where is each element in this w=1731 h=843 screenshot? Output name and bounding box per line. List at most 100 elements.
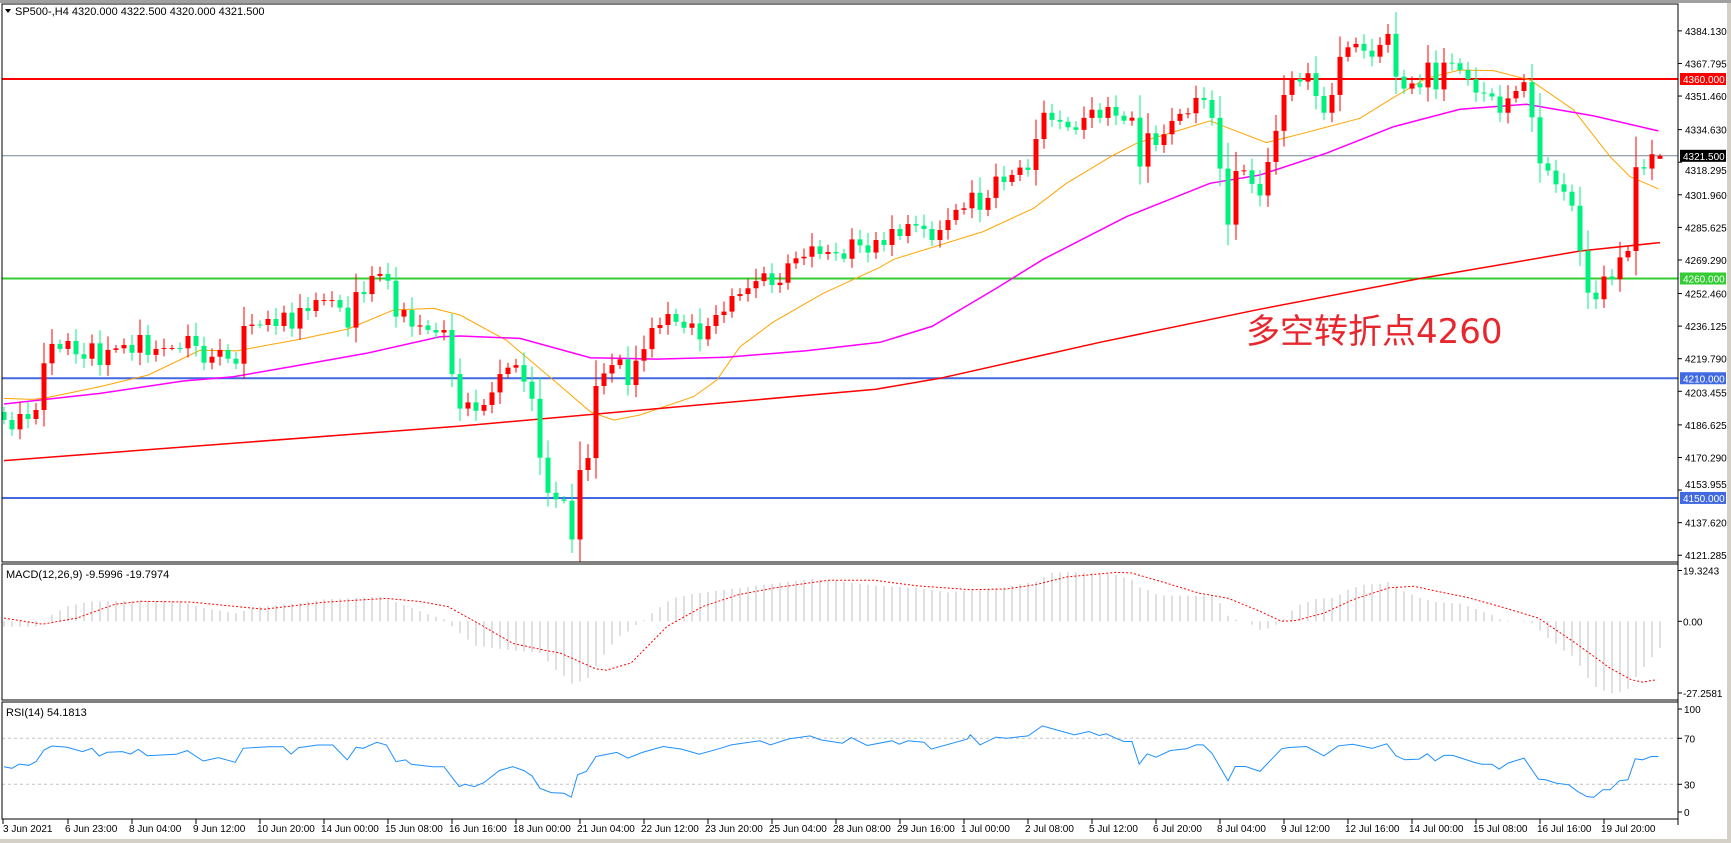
time-tick-label: 8 Jul 04:00: [1217, 824, 1266, 835]
candle: [289, 302, 295, 337]
candle-body: [721, 311, 727, 316]
candle-body: [1545, 163, 1551, 171]
candle-body: [849, 239, 855, 259]
candle-body: [97, 343, 103, 366]
candle: [305, 296, 311, 320]
candle: [1361, 34, 1367, 59]
price-tag-bg: [1680, 73, 1726, 85]
candle-body: [881, 239, 887, 245]
time-axis[interactable]: 3 Jun 2021 6 Jun 23:00 8 Jun 04:00 9 Jun 12…: [2, 819, 1656, 835]
candle-body: [1217, 117, 1223, 169]
time-tick-label: 14 Jul 00:00: [1409, 824, 1464, 835]
candle: [521, 352, 527, 392]
time-tick-label: 15 Jun 08:00: [385, 824, 443, 835]
candle: [201, 336, 207, 371]
candle-body: [1521, 82, 1527, 91]
time-tick-label: 19 Jul 20:00: [1601, 824, 1656, 835]
candle: [1353, 37, 1359, 53]
candle: [73, 329, 79, 364]
candle: [489, 382, 495, 414]
candle-body: [1273, 130, 1279, 162]
price-tick-label: 4367.795: [1685, 59, 1727, 70]
triangle-down-icon[interactable]: [5, 9, 11, 13]
candle-body: [1425, 62, 1431, 88]
candle-body: [977, 192, 983, 210]
candle-body: [1289, 79, 1295, 95]
candle: [881, 231, 887, 252]
candle-body: [945, 220, 951, 231]
candle: [585, 444, 591, 482]
price-tick-label: 4186.625: [1685, 421, 1727, 432]
candle-body: [665, 314, 671, 325]
price-tick-label: 4285.625: [1685, 223, 1727, 234]
candle: [801, 248, 807, 265]
candle-body: [145, 334, 151, 355]
candle: [1473, 67, 1479, 102]
candle: [1401, 70, 1407, 94]
candle-body: [801, 256, 807, 259]
candle: [1217, 96, 1223, 187]
candle: [705, 317, 711, 346]
candle: [113, 344, 119, 353]
rsi-pane[interactable]: RSI(14) 54.1813: [2, 707, 1678, 798]
candle: [1209, 90, 1215, 126]
candle-body: [1105, 106, 1111, 118]
time-tick-label: 5 Jul 12:00: [1089, 824, 1138, 835]
candle-body: [937, 230, 943, 240]
candle: [1561, 173, 1567, 201]
candle-body: [1321, 95, 1327, 113]
candle-body: [1089, 109, 1095, 118]
candle: [841, 248, 847, 263]
candle-body: [481, 404, 487, 411]
rsi-tick-label: 70: [1684, 734, 1696, 745]
candle-body: [225, 349, 231, 359]
candle-body: [433, 329, 439, 333]
candle-body: [153, 348, 159, 355]
candle: [1281, 75, 1287, 147]
candle: [1537, 93, 1543, 183]
candle-body: [1129, 117, 1135, 121]
price-tick-label: 4318.295: [1685, 166, 1727, 177]
candle-body: [913, 224, 919, 226]
candle-body: [289, 312, 295, 329]
candle-body: [961, 208, 967, 210]
price-axis[interactable]: 4384.130 4367.795 4351.460 4334.630 4318.295…: [1678, 27, 1727, 562]
price-pane[interactable]: 多空转折点4260 SP500-,H4 4320.000 4322.500 43…: [1, 6, 1679, 563]
candle-body: [1265, 161, 1271, 196]
candle: [1249, 158, 1255, 194]
time-tick-label: 2 Jul 08:00: [1025, 824, 1074, 835]
candle: [1601, 265, 1607, 309]
time-tick-label: 16 Jul 16:00: [1537, 824, 1592, 835]
candle-body: [313, 300, 319, 312]
candle: [65, 333, 71, 356]
candle: [345, 296, 351, 337]
candle-body: [649, 327, 655, 350]
annotation-text: 多空转折点4260: [1246, 312, 1503, 352]
candle-body: [121, 344, 127, 349]
candle-body: [1073, 127, 1079, 130]
candle-body: [1593, 292, 1599, 300]
candle: [297, 294, 303, 340]
macd-pane[interactable]: MACD(12,26,9) -9.5996 -19.7974: [3, 569, 1661, 694]
candle-body: [905, 224, 911, 237]
candle-body: [1009, 174, 1015, 182]
candle: [985, 190, 991, 217]
candle: [753, 268, 759, 299]
candle: [25, 402, 31, 429]
moving-average-ma_fast: [3, 69, 1659, 421]
candle: [1081, 106, 1087, 139]
candle: [769, 263, 775, 294]
price-tag-bg: [1680, 272, 1726, 285]
candle: [9, 411, 15, 436]
price-tick-label: 4219.790: [1685, 355, 1727, 366]
price-tick-label: 4203.455: [1685, 388, 1727, 399]
candle: [249, 313, 255, 335]
rsi-tick-label: 30: [1684, 780, 1696, 791]
candle: [1321, 86, 1327, 121]
candle: [393, 266, 399, 328]
price-tick-label: 4269.290: [1685, 256, 1727, 267]
candle-body: [969, 192, 975, 209]
price-tick-label: 4137.620: [1685, 519, 1727, 530]
candle: [921, 214, 927, 238]
